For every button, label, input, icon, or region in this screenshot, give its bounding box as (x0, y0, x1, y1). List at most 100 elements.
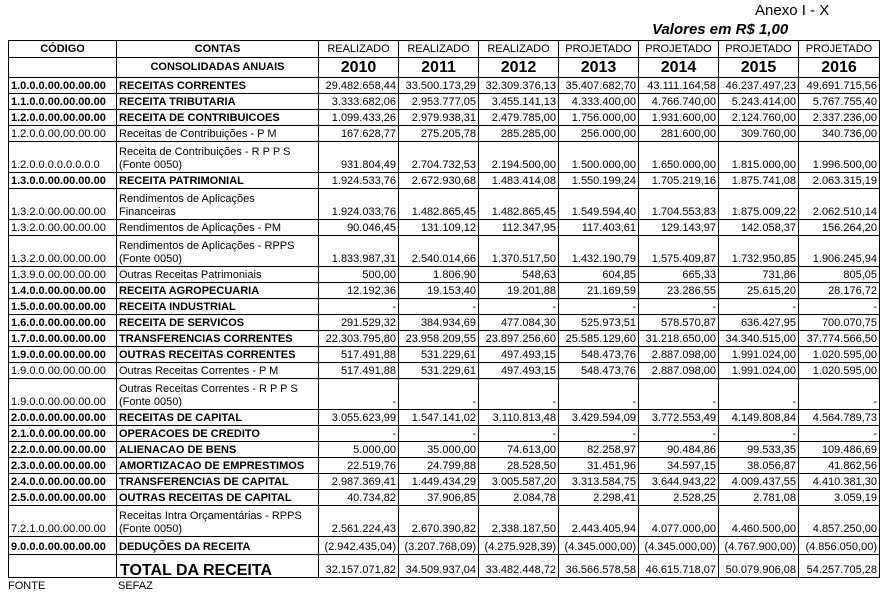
value-cell: 33.500.173,29 (398, 77, 479, 94)
value-cell: - (398, 425, 479, 442)
value-cell: 500,00 (318, 266, 399, 283)
value-cell: 2.987.369,41 (318, 473, 399, 490)
value-cell: 1.099.433,26 (318, 109, 399, 126)
value-cell: 2.084,78 (478, 489, 559, 506)
value-cell: - (718, 298, 799, 315)
total-value: 32.157.071,82 (318, 554, 399, 578)
account-cell: RECEITA AGROPECUARIA (116, 282, 319, 299)
account-cell: Rendimentos de Aplicações - RPPS (Fonte … (116, 235, 319, 267)
value-cell: 37.906,85 (398, 489, 479, 506)
account-cell: OUTRAS RECEITAS CORRENTES (116, 346, 319, 363)
account-cell: RECEITAS DE CAPITAL (116, 409, 319, 426)
value-cell: 5.767.755,40 (798, 93, 880, 110)
code-cell: 2.5.0.0.00.00.00.00 (8, 489, 117, 506)
value-cell: 517.491,88 (318, 346, 399, 363)
total-label: TOTAL DA RECEITA (116, 554, 319, 578)
data-row: 2.1.0.0.00.00.00.00 OPERACOES DE CREDITO -… (8, 425, 880, 442)
data-row: 1.4.0.0.00.00.00.00 RECEITA AGROPECUARIA 1… (8, 282, 880, 299)
account-cell: Outras Receitas Correntes - P M (116, 362, 319, 379)
code-cell: 2.3.0.0.00.00.00.00 (8, 457, 117, 474)
value-cell: 548.473,76 (558, 346, 639, 363)
header-row: CÓDIGO CONTAS REALIZADO REALIZADO REALIZADO P… (8, 40, 880, 58)
header-cell: CONSOLIDADAS ANUAIS (116, 57, 319, 78)
total-value: 36.566.578,58 (558, 554, 639, 578)
account-cell: Rendimentos de Aplicações - PM (116, 219, 319, 236)
value-cell: 578.570,87 (638, 314, 719, 331)
value-cell: 931.804,49 (318, 141, 399, 173)
data-row: 1.6.0.0.00.00.00.00 RECEITA DE SERVICOS 29… (8, 314, 880, 331)
value-cell: 4.410.381,30 (798, 473, 880, 490)
value-cell: 4.857.250,00 (798, 505, 880, 537)
value-cell: 256.000,00 (558, 125, 639, 142)
value-cell: 28.176,72 (798, 282, 880, 299)
value-cell: 117.403,61 (558, 219, 639, 236)
value-cell: 1.547.141,02 (398, 409, 479, 426)
value-cell: 1.906.245,94 (798, 235, 880, 267)
value-cell: - (478, 298, 559, 315)
value-cell: - (318, 425, 399, 442)
value-cell: 1.549.594,40 (558, 188, 639, 220)
value-cell: 29.482.658,44 (318, 77, 399, 94)
units-note: Valores em R$ 1,00 (652, 21, 789, 38)
value-cell: 4.766.740,00 (638, 93, 719, 110)
value-cell: 112.347,95 (478, 219, 559, 236)
value-cell: 142.058,37 (718, 219, 799, 236)
header-cell: PROJETADO (638, 40, 719, 58)
value-cell: 275.205,78 (398, 125, 479, 142)
value-cell: - (798, 425, 880, 442)
value-cell: 700.070,75 (798, 314, 880, 331)
value-cell: 1.833.987,31 (318, 235, 399, 267)
value-cell: - (398, 298, 479, 315)
data-row: 2.4.0.0.00.00.00.00 TRANSFERENCIAS DE CAP… (8, 473, 880, 490)
data-row: 1.5.0.0.00.00.00.00 RECEITA INDUSTRIAL - - -… (8, 298, 880, 315)
code-cell: 1.3.2.0.00.00.00.00 (8, 219, 117, 236)
code-cell: 2.2.0.0.00.00.00.00 (8, 441, 117, 458)
account-cell: RECEITA DE SERVICOS (116, 314, 319, 331)
value-cell: - (638, 378, 719, 410)
value-cell: 46.237.497,23 (718, 77, 799, 94)
code-cell: 9.0.0.0.00.00.00.00 (8, 536, 117, 555)
header-cell (8, 57, 117, 78)
value-cell: 3.110.813,48 (478, 409, 559, 426)
value-cell: 1.020.595,00 (798, 346, 880, 363)
value-cell: 309.760,00 (718, 125, 799, 142)
year-cell: 2014 (638, 57, 719, 78)
value-cell: 2.704.732,53 (398, 141, 479, 173)
year-cell: 2013 (558, 57, 639, 78)
value-cell: 548,63 (478, 266, 559, 283)
value-cell: 2.887.098,00 (638, 346, 719, 363)
account-cell: Receita de Contribuições - R P P S (Font… (116, 141, 319, 173)
value-cell: 129.143,97 (638, 219, 719, 236)
code-cell: 1.5.0.0.00.00.00.00 (8, 298, 117, 315)
value-cell: 3.644.943,22 (638, 473, 719, 490)
data-row: 1.9.0.0.00.00.00.00 Outras Receitas Corre… (8, 378, 880, 410)
value-cell: 1.483.414,08 (478, 172, 559, 189)
value-cell: 4.564.789,73 (798, 409, 880, 426)
value-cell: 19.201,88 (478, 282, 559, 299)
value-cell: 22.303.795,80 (318, 330, 399, 347)
value-cell: 1.931.600,00 (638, 109, 719, 126)
value-cell: 2.781,08 (718, 489, 799, 506)
code-cell: 1.0.0.0.00.00.00.00 (8, 77, 117, 94)
value-cell: 1.732.950,85 (718, 235, 799, 267)
code-cell: 1.9.0.0.00.00.00.00 (8, 346, 117, 363)
value-cell: 525.973,51 (558, 314, 639, 331)
account-cell: ALIENACAO DE BENS (116, 441, 319, 458)
annex: Anexo I - X (755, 2, 830, 19)
value-cell: (4.345.000,00) (638, 536, 719, 555)
account-cell: Outras Receitas Correntes - R P P S (Fon… (116, 378, 319, 410)
value-cell: 19.153,40 (398, 282, 479, 299)
value-cell: (4.856.050,00) (798, 536, 880, 555)
code-cell: 1.3.2.0.00.00.00.00 (8, 235, 117, 267)
value-cell: 517.491,88 (318, 362, 399, 379)
value-cell: 1.705.219,16 (638, 172, 719, 189)
header-cell: PROJETADO (718, 40, 799, 58)
value-cell: 31.451,96 (558, 457, 639, 474)
value-cell: 2.443.405,94 (558, 505, 639, 537)
value-cell: 1.550.199,24 (558, 172, 639, 189)
data-row: 1.9.0.0.00.00.00.00 Outras Receitas Corre… (8, 362, 880, 379)
header-cell: REALIZADO (318, 40, 399, 58)
value-cell: 28.528,50 (478, 457, 559, 474)
value-cell: 636.427,95 (718, 314, 799, 331)
footer-label: FONTE (8, 580, 46, 592)
